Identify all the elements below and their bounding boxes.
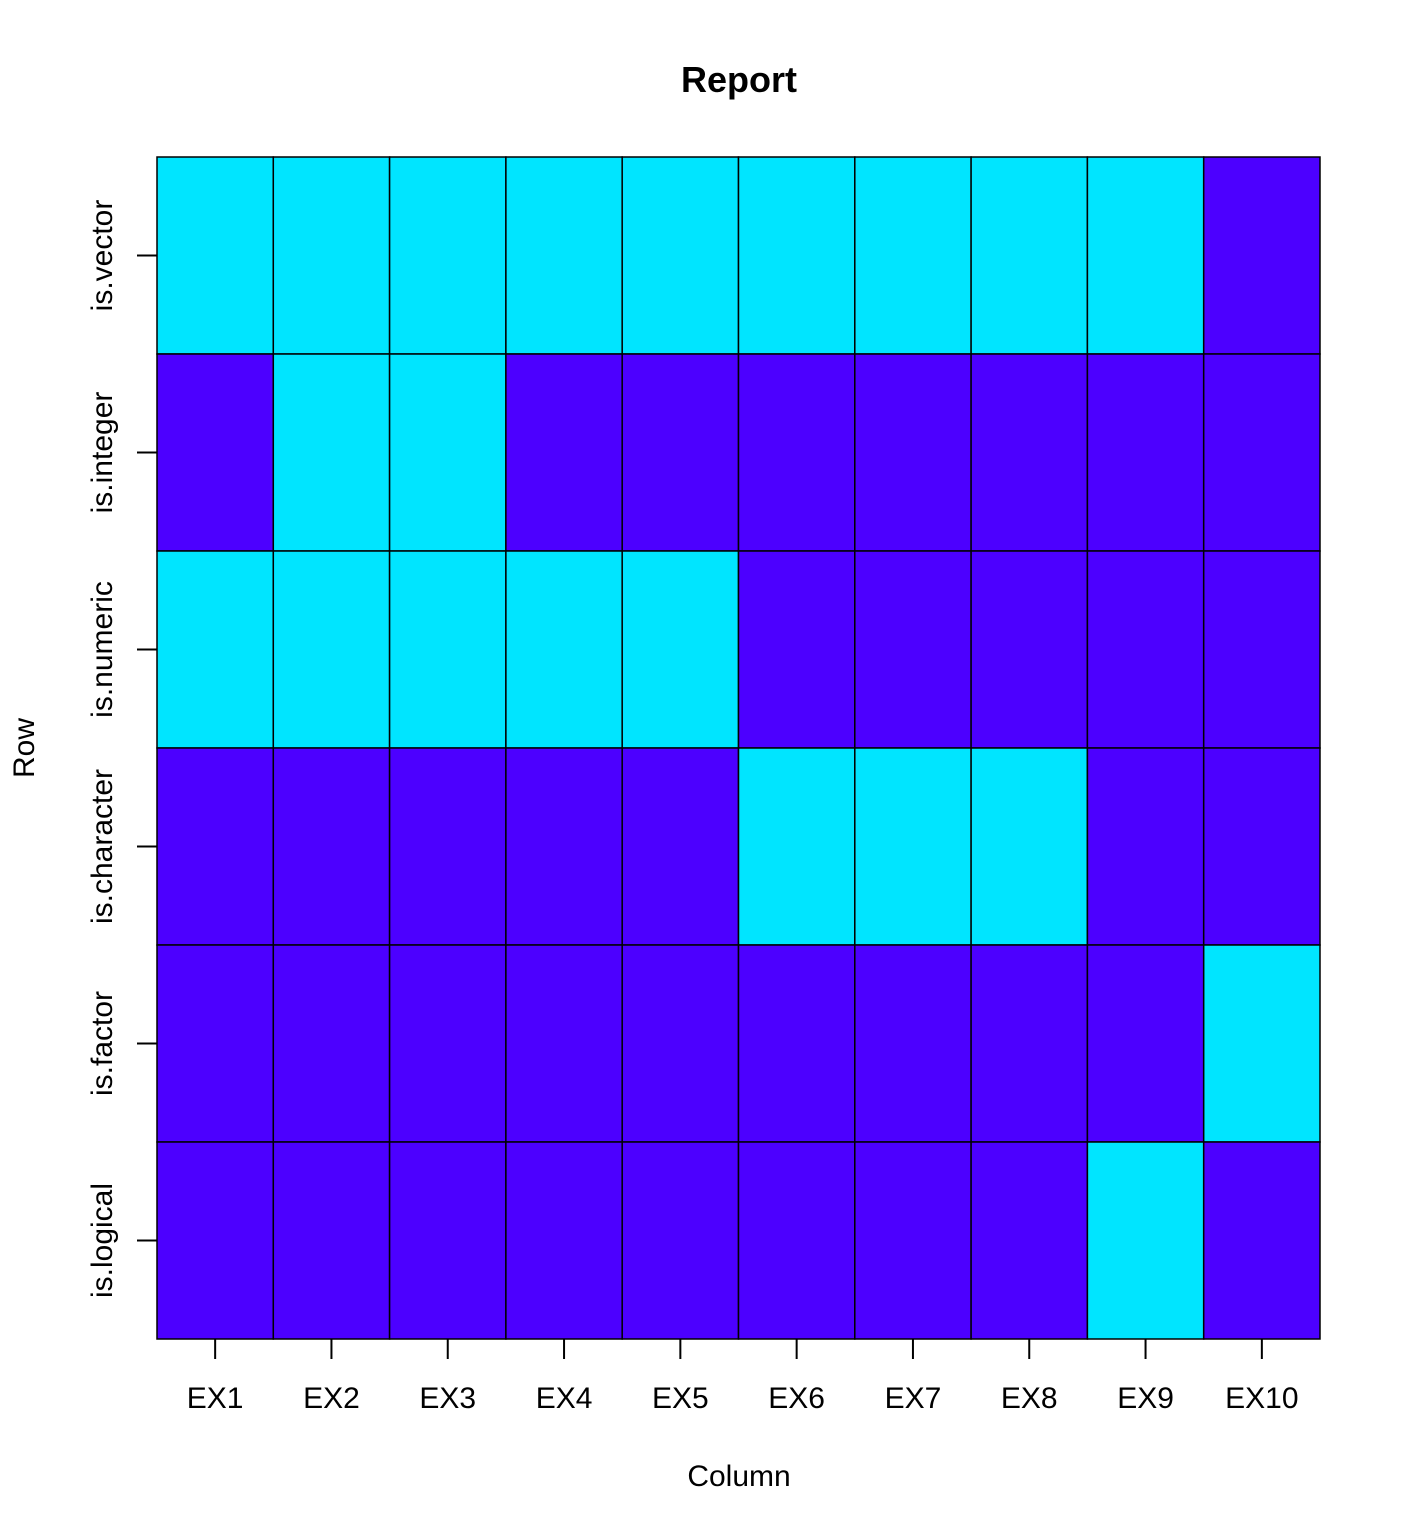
- heatmap-cell-is.numeric-EX3: [388, 550, 507, 749]
- y-tick-label: is.factor: [86, 991, 119, 1096]
- heatmap-cell-is.character-EX5: [621, 747, 740, 946]
- heatmap-cell-is.factor-EX1: [156, 944, 275, 1143]
- heatmap-cell-is.character-EX10: [1202, 747, 1321, 946]
- x-tick-label: EX7: [885, 1382, 942, 1415]
- y-tick-label: is.integer: [86, 392, 119, 514]
- x-axis-label: Column: [687, 1460, 790, 1493]
- heatmap-cell-is.vector-EX4: [505, 156, 623, 355]
- heatmap-cell-is.vector-EX7: [854, 156, 972, 355]
- y-tick-label: is.character: [86, 769, 119, 924]
- heatmap-cell-is.character-EX6: [737, 747, 856, 946]
- heatmap-cell-is.numeric-EX4: [505, 550, 623, 749]
- heatmap-cell-is.numeric-EX5: [621, 550, 740, 749]
- y-axis-label: Row: [8, 718, 41, 778]
- heatmap-cell-is.integer-EX4: [505, 353, 623, 552]
- y-tick-label: is.numeric: [86, 581, 119, 718]
- heatmap-cell-is.character-EX2: [272, 747, 391, 946]
- heatmap-cell-is.factor-EX10: [1202, 944, 1321, 1143]
- heatmap-cell-is.numeric-EX2: [272, 550, 391, 749]
- heatmap-cell-is.vector-EX3: [388, 156, 507, 355]
- x-tick-label: EX1: [187, 1382, 244, 1415]
- heatmap-cell-is.integer-EX10: [1202, 353, 1321, 552]
- heatmap-cell-is.factor-EX6: [737, 944, 856, 1143]
- x-tick-label: EX6: [768, 1382, 825, 1415]
- heatmap-cell-is.vector-EX8: [970, 156, 1089, 355]
- x-tick-label: EX9: [1117, 1382, 1174, 1415]
- heatmap-cell-is.numeric-EX7: [854, 550, 972, 749]
- x-tick-label: EX10: [1225, 1382, 1298, 1415]
- heatmap-cell-is.integer-EX5: [621, 353, 740, 552]
- heatmap-cell-is.numeric-EX8: [970, 550, 1089, 749]
- heatmap-cell-is.numeric-EX10: [1202, 550, 1321, 749]
- heatmap-cell-is.logical-EX2: [272, 1141, 391, 1340]
- heatmap-cell-is.integer-EX8: [970, 353, 1089, 552]
- heatmap-cell-is.vector-EX9: [1086, 156, 1205, 355]
- heatmap-cell-is.factor-EX4: [505, 944, 623, 1143]
- heatmap-cell-is.logical-EX9: [1086, 1141, 1205, 1340]
- x-tick-label: EX8: [1001, 1382, 1058, 1415]
- heatmap-cell-is.logical-EX1: [156, 1141, 275, 1340]
- heatmap-cell-is.logical-EX5: [621, 1141, 740, 1340]
- heatmap-cell-is.factor-EX5: [621, 944, 740, 1143]
- heatmap-cell-is.character-EX1: [156, 747, 275, 946]
- heatmap-cell-is.logical-EX8: [970, 1141, 1089, 1340]
- y-axis: is.vector is.integer is.numeric is.characte…: [86, 200, 157, 1298]
- heatmap-cell-is.factor-EX3: [388, 944, 507, 1143]
- heatmap-cell-is.vector-EX10: [1202, 156, 1321, 355]
- heatmap-cell-is.integer-EX2: [272, 353, 391, 552]
- y-tick-label: is.logical: [86, 1183, 119, 1298]
- heatmap-cell-is.logical-EX7: [854, 1141, 972, 1340]
- heatmap-cell-is.integer-EX7: [854, 353, 972, 552]
- heatmap-cells: [156, 156, 1321, 1340]
- y-tick-label: is.vector: [86, 200, 119, 312]
- heatmap-cell-is.integer-EX1: [156, 353, 275, 552]
- heatmap-cell-is.vector-EX5: [621, 156, 740, 355]
- heatmap-cell-is.logical-EX10: [1202, 1141, 1321, 1340]
- x-tick-label: EX3: [419, 1382, 476, 1415]
- heatmap-cell-is.character-EX4: [505, 747, 623, 946]
- heatmap-cell-is.numeric-EX1: [156, 550, 275, 749]
- heatmap-cell-is.numeric-EX9: [1086, 550, 1205, 749]
- heatmap-cell-is.vector-EX6: [737, 156, 856, 355]
- x-tick-label: EX4: [536, 1382, 593, 1415]
- heatmap-cell-is.factor-EX9: [1086, 944, 1205, 1143]
- heatmap-cell-is.logical-EX4: [505, 1141, 623, 1340]
- heatmap-cell-is.integer-EX9: [1086, 353, 1205, 552]
- x-tick-label: EX5: [652, 1382, 709, 1415]
- heatmap-cell-is.character-EX3: [388, 747, 507, 946]
- heatmap-cell-is.numeric-EX6: [737, 550, 856, 749]
- heatmap-cell-is.integer-EX6: [737, 353, 856, 552]
- heatmap-cell-is.vector-EX1: [156, 156, 275, 355]
- heatmap-cell-is.integer-EX3: [388, 353, 507, 552]
- heatmap-cell-is.character-EX8: [970, 747, 1089, 946]
- chart-title: Report: [681, 59, 797, 100]
- heatmap-cell-is.logical-EX3: [388, 1141, 507, 1340]
- heatmap-cell-is.factor-EX2: [272, 944, 391, 1143]
- heatmap-cell-is.character-EX7: [854, 747, 972, 946]
- x-axis: EX1 EX2 EX3 EX4 EX5 EX6 EX7 EX8 EX9 EX10: [187, 1339, 1299, 1415]
- heatmap-cell-is.factor-EX7: [854, 944, 972, 1143]
- heatmap-cell-is.character-EX9: [1086, 747, 1205, 946]
- heatmap-cell-is.factor-EX8: [970, 944, 1089, 1143]
- heatmap-cell-is.vector-EX2: [272, 156, 391, 355]
- x-tick-label: EX2: [303, 1382, 360, 1415]
- heatmap-cell-is.logical-EX6: [737, 1141, 856, 1340]
